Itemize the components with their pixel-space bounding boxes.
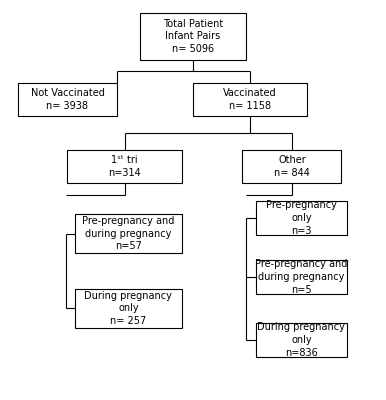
Text: Vaccinated
n= 1158: Vaccinated n= 1158	[223, 88, 277, 111]
FancyBboxPatch shape	[75, 289, 181, 328]
FancyBboxPatch shape	[256, 260, 347, 294]
Text: Other
n= 844: Other n= 844	[274, 155, 310, 178]
Text: Total Patient
Infant Pairs
n= 5096: Total Patient Infant Pairs n= 5096	[163, 18, 223, 54]
FancyBboxPatch shape	[68, 150, 181, 183]
FancyBboxPatch shape	[242, 150, 341, 183]
Text: Pre-pregnancy and
during pregnancy
n=57: Pre-pregnancy and during pregnancy n=57	[82, 216, 174, 251]
Text: Not Vaccinated
n= 3938: Not Vaccinated n= 3938	[30, 88, 104, 111]
FancyBboxPatch shape	[193, 83, 307, 116]
FancyBboxPatch shape	[256, 201, 347, 234]
FancyBboxPatch shape	[140, 13, 246, 60]
FancyBboxPatch shape	[256, 323, 347, 357]
Text: During pregnancy
only
n=836: During pregnancy only n=836	[257, 322, 345, 358]
FancyBboxPatch shape	[75, 214, 181, 253]
Text: During pregnancy
only
n= 257: During pregnancy only n= 257	[85, 291, 172, 326]
Text: Pre-pregnancy
only
n=3: Pre-pregnancy only n=3	[266, 200, 337, 236]
Text: 1ˢᵗ tri
n=314: 1ˢᵗ tri n=314	[108, 155, 141, 178]
Text: Pre-pregnancy and
during pregnancy
n=5: Pre-pregnancy and during pregnancy n=5	[255, 259, 348, 295]
FancyBboxPatch shape	[18, 83, 117, 116]
